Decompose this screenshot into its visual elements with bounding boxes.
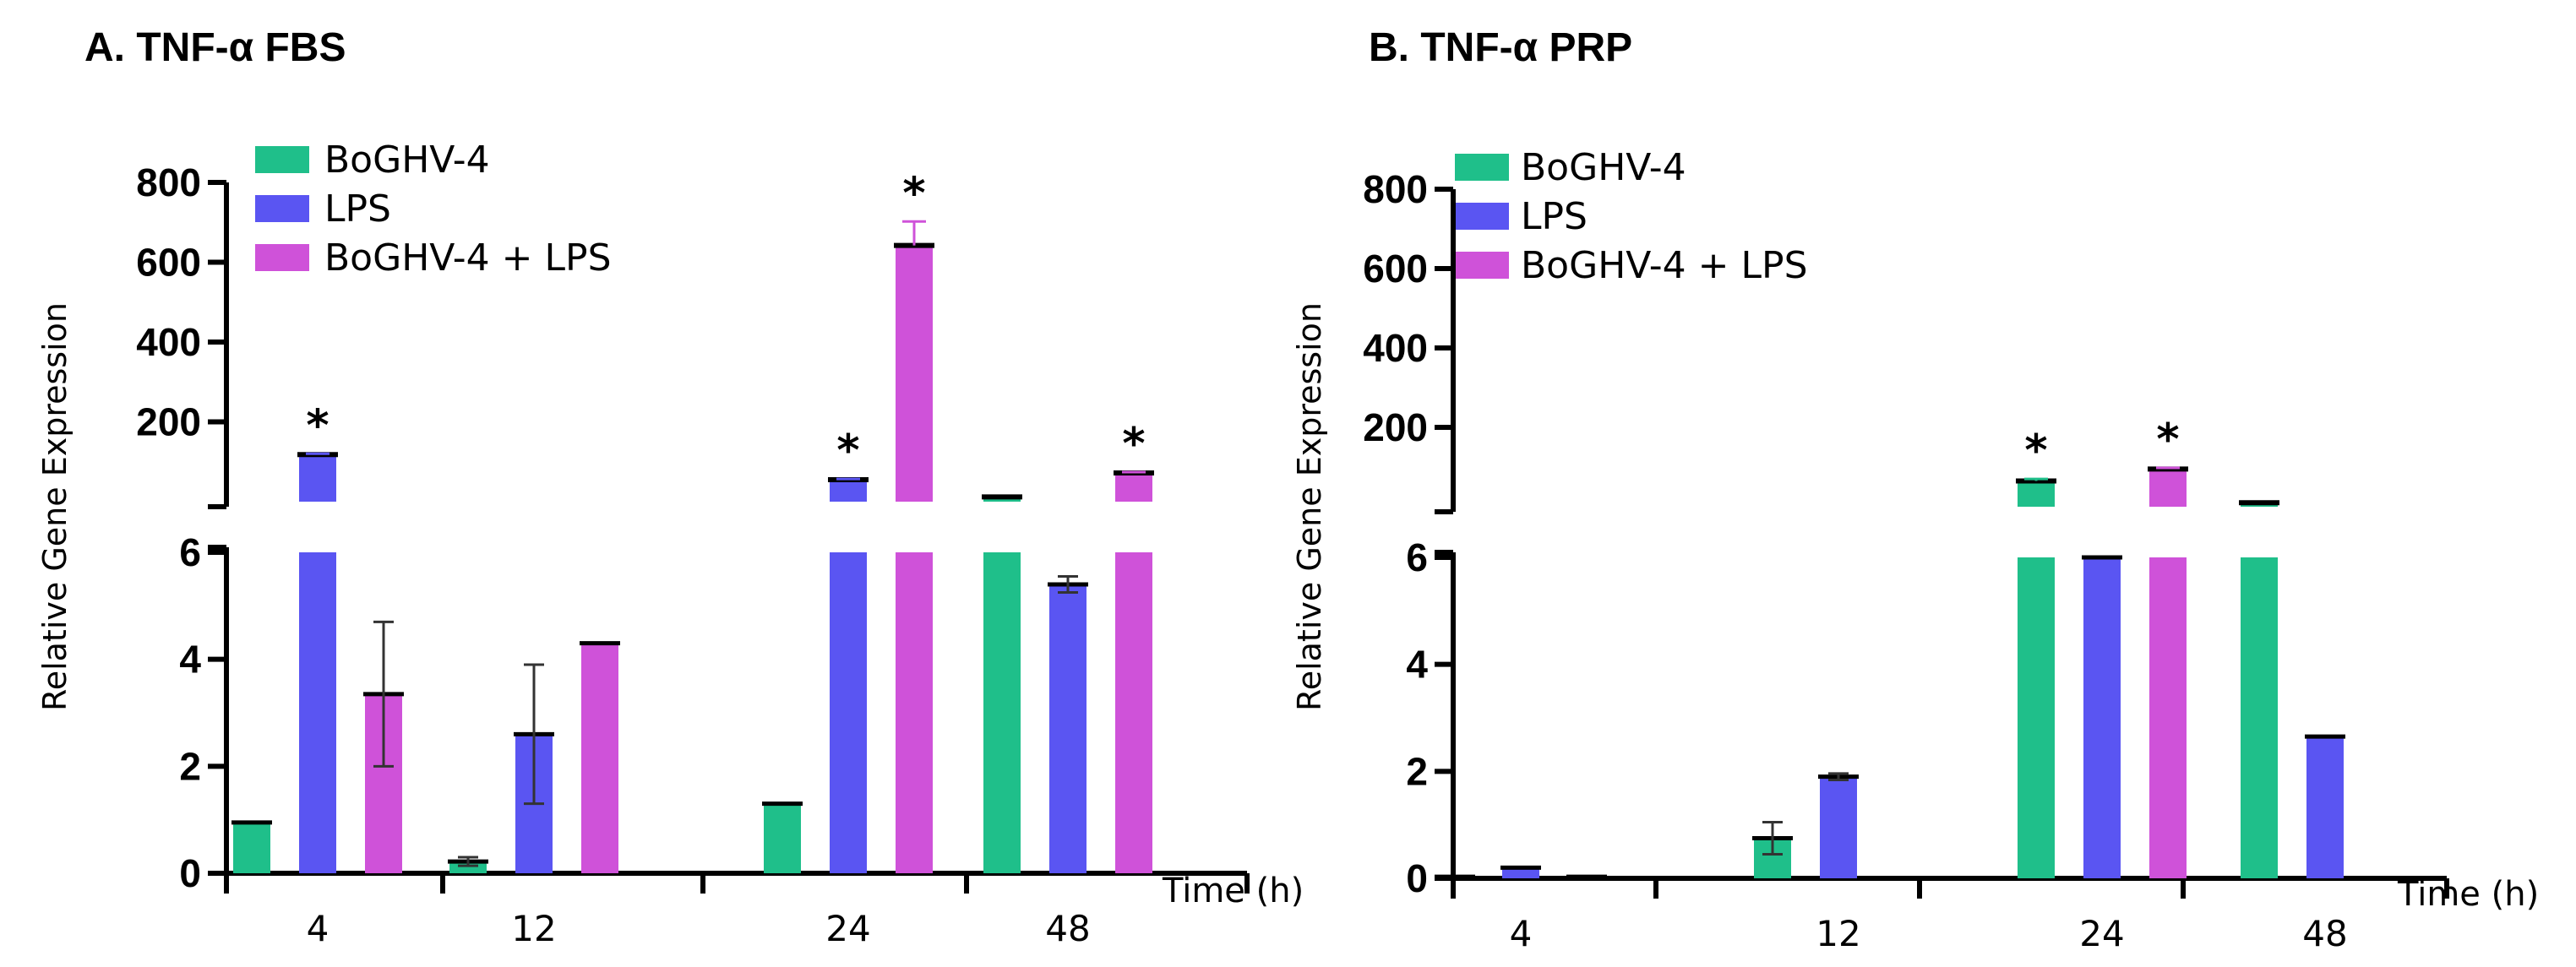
x-tick-label: 24 (2079, 913, 2124, 954)
legend-swatch-boghv4 (255, 146, 309, 173)
y-tick-label: 4 (179, 638, 201, 682)
legend-swatch-lps (255, 195, 309, 222)
y-axis-label: Relative Gene Expression (1291, 302, 1328, 711)
legend-label-lps: LPS (324, 187, 391, 231)
significance-star: * (902, 168, 925, 219)
legend-label-boghv4: BoGHV-4 (324, 139, 490, 182)
y-tick-label: 200 (1363, 405, 1428, 449)
y-axis-label: Relative Gene Expression (36, 302, 74, 711)
bar-upper-24h-0 (2018, 481, 2055, 507)
x-axis-label: Time (h) (1162, 872, 1304, 910)
y-tick-label: 400 (1363, 326, 1428, 370)
x-tick-label: 48 (2302, 913, 2347, 954)
y-tick-label: 600 (1363, 247, 1428, 291)
legend-label-boghv4-lps: BoGHV-4 + LPS (324, 236, 612, 280)
bar-48h-1 (2306, 736, 2344, 878)
bar-48h-2 (1115, 552, 1152, 873)
chart-title: B. TNF-α PRP (1369, 25, 1632, 70)
y-tick-label: 2 (1406, 749, 1428, 793)
legend-label-boghv4-lps: BoGHV-4 + LPS (1521, 244, 1808, 287)
chart-panel-b: B. TNF-α PRP Relative Gene Expression Ti… (1291, 25, 2539, 954)
x-axis-label: Time (h) (2397, 875, 2539, 914)
bar-12h-0 (449, 861, 487, 873)
legend-swatch-boghv4 (1455, 154, 1509, 181)
y-tick-label: 800 (136, 160, 201, 204)
bar-upper-48h-2 (1115, 472, 1152, 502)
legend: BoGHV-4 LPS BoGHV-4 + LPS (255, 139, 612, 280)
bar-48h-0 (983, 552, 1021, 873)
significance-star: * (306, 400, 329, 451)
bar-24h-0 (764, 803, 801, 873)
bar-4h-1 (299, 552, 336, 873)
legend: BoGHV-4 LPS BoGHV-4 + LPS (1455, 146, 1808, 287)
legend-label-boghv4: BoGHV-4 (1521, 146, 1686, 189)
significance-star: * (2156, 415, 2179, 465)
y-tick-label: 800 (1363, 167, 1428, 211)
y-tick-label: 600 (136, 241, 201, 285)
bar-24h-0 (2018, 557, 2055, 878)
bar-12h-1 (1820, 776, 1857, 878)
y-tick-label: 2 (179, 744, 201, 788)
bar-24h-1 (2083, 557, 2121, 878)
bar-4h-0 (233, 822, 270, 873)
x-tick-label: 4 (307, 908, 329, 949)
bar-4h-1 (1502, 867, 1539, 878)
bar-48h-0 (2241, 557, 2278, 878)
bar-upper-4h-1 (299, 454, 336, 502)
x-tick-label: 12 (1816, 913, 1860, 954)
chart-panel-a: A. TNF-α FBS Relative Gene Expression Ti… (36, 25, 1304, 949)
legend-label-lps: LPS (1521, 195, 1588, 238)
bar-upper-24h-1 (830, 480, 867, 502)
x-tick-label: 24 (825, 908, 870, 949)
bar-12h-2 (581, 643, 618, 873)
significance-star: * (1122, 419, 1145, 470)
bar-24h-2 (2149, 557, 2187, 878)
x-tick-label: 4 (1510, 913, 1533, 954)
y-tick-label: 400 (136, 320, 201, 364)
significance-star: * (2024, 426, 2047, 476)
bar-upper-24h-2 (2149, 469, 2187, 507)
bar-24h-1 (830, 552, 867, 873)
x-tick-label: 48 (1045, 908, 1090, 949)
significance-star: * (836, 426, 859, 476)
y-tick-label: 6 (1406, 535, 1428, 579)
y-tick-label: 6 (179, 530, 201, 574)
y-tick-label: 200 (136, 400, 201, 444)
y-tick-label: 4 (1406, 643, 1428, 687)
bar-upper-24h-2 (896, 245, 933, 502)
bar-24h-2 (896, 552, 933, 873)
chart-title: A. TNF-α FBS (84, 25, 346, 70)
y-tick-label: 0 (1406, 856, 1428, 900)
bar-48h-1 (1049, 584, 1086, 873)
y-tick-label: 0 (179, 851, 201, 895)
legend-swatch-boghv4-lps (255, 244, 309, 271)
legend-swatch-lps (1455, 203, 1509, 230)
legend-swatch-boghv4-lps (1455, 252, 1509, 279)
x-tick-label: 12 (511, 908, 556, 949)
